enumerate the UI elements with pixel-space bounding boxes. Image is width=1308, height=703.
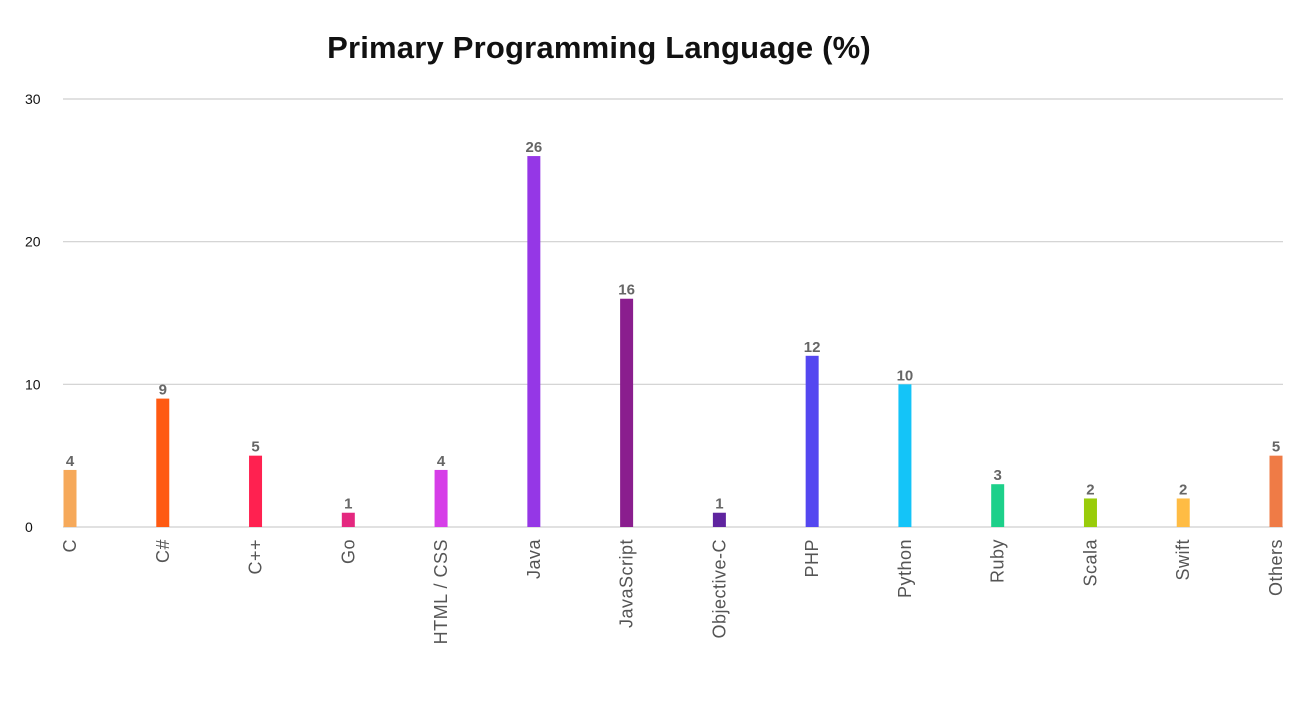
y-tick-label: 30 [25, 91, 41, 107]
data-label: 2 [1179, 481, 1187, 498]
y-tick-label: 10 [25, 376, 41, 392]
data-label: 2 [1086, 481, 1094, 498]
data-label: 5 [251, 439, 259, 456]
data-label: 1 [344, 496, 352, 513]
data-label: 5 [1272, 439, 1280, 456]
data-label: 4 [66, 453, 75, 470]
x-tick-label: Go [338, 539, 358, 564]
y-axis-ticks: 0 10 20 30 [25, 91, 41, 535]
bar [341, 512, 355, 527]
bar [249, 455, 263, 527]
bar [156, 398, 170, 527]
x-tick-label: PHP [802, 539, 822, 578]
y-tick-label: 20 [25, 234, 41, 250]
bar [1176, 498, 1190, 527]
chart-title: Primary Programming Language (%) [327, 30, 871, 65]
data-label: 10 [897, 367, 914, 384]
x-tick-label: Swift [1173, 539, 1193, 581]
bar [620, 298, 634, 527]
x-tick-label: Java [524, 539, 544, 580]
y-tick-label: 0 [25, 519, 33, 535]
data-label: 12 [804, 339, 821, 356]
data-labels: 4 9 5 1 4 26 16 1 12 10 3 2 2 5 [66, 139, 1280, 513]
x-tick-label: C# [153, 539, 173, 563]
bar [1083, 498, 1097, 527]
data-label: 3 [994, 467, 1002, 484]
x-tick-label: HTML / CSS [431, 539, 451, 644]
bar [712, 512, 726, 527]
data-label: 26 [526, 139, 543, 156]
data-label: 4 [437, 453, 446, 470]
data-label: 16 [618, 282, 635, 299]
x-tick-label: Objective-C [709, 539, 729, 639]
bar [527, 156, 541, 528]
x-tick-label: JavaScript [617, 539, 637, 628]
data-label: 1 [715, 496, 723, 513]
bar [63, 469, 77, 527]
x-tick-label: Scala [1080, 539, 1100, 587]
x-axis-ticks: C C# C++ Go HTML / CSS Java JavaScript Objectiv… [60, 539, 1286, 645]
bar [434, 469, 448, 527]
gridlines [63, 98, 1283, 528]
x-tick-label: Ruby [988, 539, 1008, 583]
x-tick-label: C [60, 539, 80, 553]
x-tick-label: Python [895, 539, 915, 598]
bar [991, 484, 1005, 527]
bar [805, 355, 819, 527]
x-tick-label: Others [1266, 539, 1286, 596]
bar [1269, 455, 1283, 527]
data-label: 9 [159, 382, 167, 399]
bar [898, 384, 912, 527]
bars [63, 156, 1283, 528]
x-tick-label: C++ [246, 539, 266, 575]
